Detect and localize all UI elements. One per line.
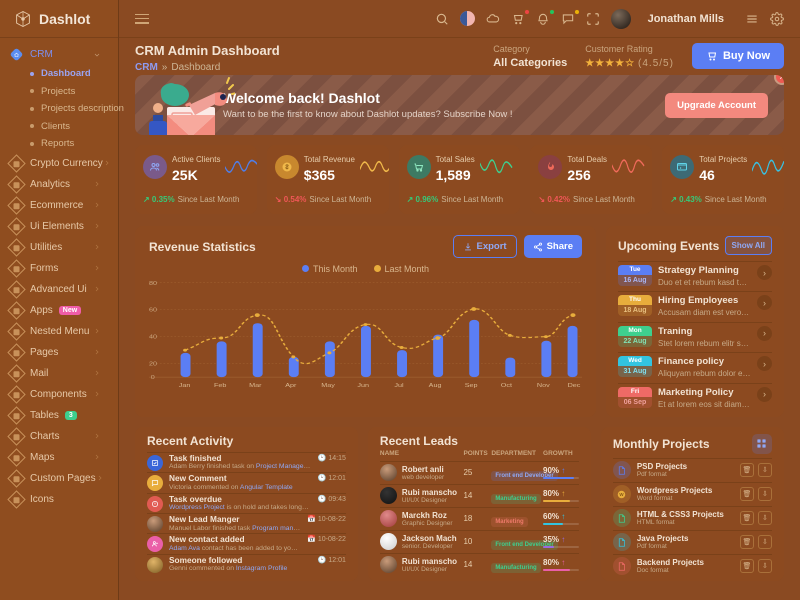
svg-text:Oct: Oct bbox=[501, 383, 512, 389]
svg-text:Feb: Feb bbox=[214, 383, 227, 389]
svg-text:Aug: Aug bbox=[429, 383, 442, 389]
svg-text:Mar: Mar bbox=[249, 383, 262, 389]
svg-text:Dec: Dec bbox=[568, 383, 582, 389]
svg-text:Apr: Apr bbox=[285, 383, 297, 389]
svg-text:W: W bbox=[620, 492, 625, 497]
svg-text:Jul: Jul bbox=[394, 383, 403, 389]
svg-text:Jan: Jan bbox=[179, 383, 191, 389]
svg-text:80: 80 bbox=[149, 281, 158, 287]
svg-text:Nov: Nov bbox=[537, 383, 551, 389]
svg-text:May: May bbox=[321, 383, 336, 389]
svg-text:Sep: Sep bbox=[465, 383, 478, 389]
svg-text:40: 40 bbox=[149, 334, 158, 340]
svg-text:60: 60 bbox=[149, 308, 158, 314]
svg-text:0: 0 bbox=[151, 375, 156, 381]
svg-text:Jun: Jun bbox=[357, 383, 369, 389]
svg-text:20: 20 bbox=[149, 361, 158, 367]
